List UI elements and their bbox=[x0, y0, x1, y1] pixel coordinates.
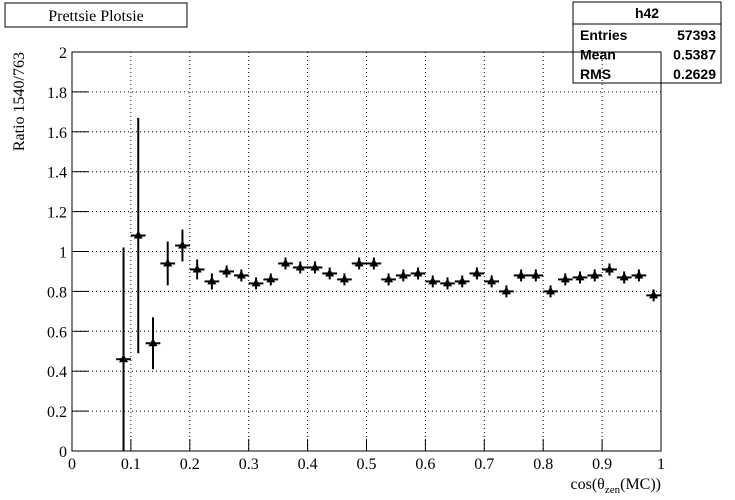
marker bbox=[163, 258, 173, 267]
marker bbox=[177, 240, 187, 249]
marker bbox=[266, 274, 276, 283]
marker bbox=[119, 354, 129, 363]
y-tick-label: 1.2 bbox=[47, 205, 67, 222]
marker bbox=[295, 262, 305, 271]
marker bbox=[472, 268, 482, 277]
marker bbox=[487, 276, 497, 285]
y-tick-label: 1.4 bbox=[47, 165, 67, 182]
x-label-part: (MC)) bbox=[620, 476, 661, 493]
marker bbox=[207, 276, 217, 285]
marker bbox=[442, 278, 452, 287]
marker bbox=[369, 258, 379, 267]
y-tick-label: 0.8 bbox=[47, 284, 67, 301]
marker bbox=[516, 270, 526, 279]
marker bbox=[560, 274, 570, 283]
marker bbox=[546, 286, 556, 295]
marker bbox=[428, 276, 438, 285]
x-tick-label: 0.4 bbox=[298, 456, 318, 473]
marker bbox=[281, 258, 291, 267]
marker bbox=[604, 264, 614, 273]
stats-value: 57393 bbox=[677, 27, 716, 43]
marker bbox=[590, 270, 600, 279]
marker bbox=[133, 230, 143, 239]
marker bbox=[236, 270, 246, 279]
x-axis-label: cos(θzen(MC)) bbox=[571, 476, 661, 496]
marker bbox=[310, 262, 320, 271]
y-tick-label: 1.6 bbox=[47, 125, 67, 142]
x-tick-label: 0.8 bbox=[533, 456, 553, 473]
marker bbox=[354, 258, 364, 267]
marker bbox=[501, 286, 511, 295]
marker bbox=[531, 270, 541, 279]
x-tick-label: 0.2 bbox=[180, 456, 200, 473]
marker bbox=[192, 264, 202, 273]
x-label-part: cos(θ bbox=[571, 476, 605, 493]
y-tick-label: 0.4 bbox=[47, 364, 67, 381]
marker bbox=[634, 270, 644, 279]
marker bbox=[148, 338, 158, 347]
chart-title: Prettsie Plotsie bbox=[48, 8, 144, 25]
x-tick-label: 0 bbox=[68, 456, 76, 473]
x-tick-label: 0.5 bbox=[357, 456, 377, 473]
marker bbox=[619, 272, 629, 281]
stats-label: RMS bbox=[580, 66, 611, 82]
stats-box: h42 Entries 57393 Mean 0.5387 RMS 0.2629 bbox=[572, 1, 722, 84]
stats-value: 0.5387 bbox=[673, 47, 716, 63]
stats-frame bbox=[572, 1, 722, 84]
y-tick-label: 0.2 bbox=[47, 404, 67, 421]
plot-frame bbox=[71, 51, 662, 452]
stats-value: 0.2629 bbox=[673, 66, 716, 82]
marker bbox=[339, 274, 349, 283]
marker bbox=[398, 270, 408, 279]
y-tick-label: 2 bbox=[59, 45, 67, 62]
x-tick-label: 1 bbox=[657, 456, 665, 473]
marker bbox=[325, 268, 335, 277]
y-tick-label: 1.8 bbox=[47, 85, 67, 102]
stats-title: h42 bbox=[635, 5, 659, 21]
marker bbox=[457, 276, 467, 285]
y-tick-label: 0 bbox=[59, 444, 67, 461]
marker bbox=[413, 268, 423, 277]
marker bbox=[251, 278, 261, 287]
x-label-sub: zen bbox=[605, 484, 621, 496]
x-tick-label: 0.7 bbox=[474, 456, 494, 473]
y-tick-label: 0.6 bbox=[47, 324, 67, 341]
stats-label: Entries bbox=[580, 27, 628, 43]
marker bbox=[649, 290, 659, 299]
marker bbox=[575, 272, 585, 281]
title-box bbox=[4, 2, 188, 28]
marker bbox=[222, 266, 232, 275]
stats-label: Mean bbox=[580, 47, 616, 63]
x-tick-label: 0.3 bbox=[239, 456, 259, 473]
x-tick-label: 0.1 bbox=[121, 456, 141, 473]
y-axis-label: Ratio 1540/763 bbox=[11, 52, 28, 151]
x-tick-label: 0.9 bbox=[592, 456, 612, 473]
y-tick-label: 1 bbox=[59, 245, 67, 262]
marker bbox=[384, 274, 394, 283]
x-tick-label: 0.6 bbox=[415, 456, 435, 473]
